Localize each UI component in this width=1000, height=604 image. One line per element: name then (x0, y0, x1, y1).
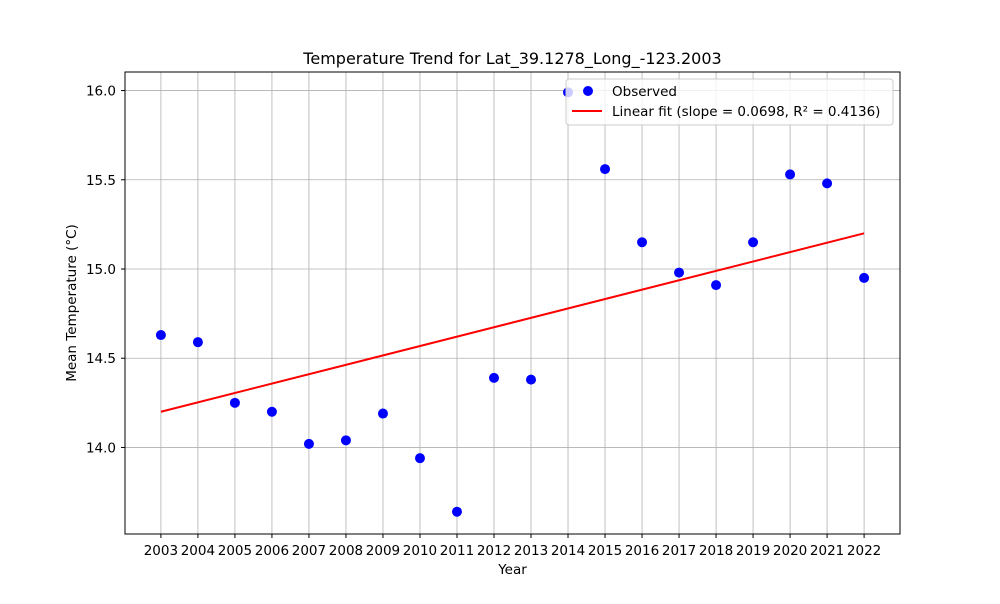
x-tick-label: 2004 (181, 543, 215, 559)
scatter-points (155, 87, 870, 517)
legend-marker-observed (583, 86, 593, 96)
x-tick-label: 2021 (810, 543, 844, 559)
chart-title: Temperature Trend for Lat_39.1278_Long_-… (302, 49, 721, 69)
data-point (637, 237, 648, 248)
plot-frame (124, 71, 901, 535)
y-tick-label: 15.5 (86, 173, 116, 189)
data-point (748, 237, 759, 248)
data-point (711, 280, 722, 291)
fit-line-layer (160, 232, 865, 413)
data-point (155, 330, 166, 341)
data-point (266, 406, 277, 417)
x-tick-label: 2009 (366, 543, 400, 559)
x-tick-label: 2017 (662, 543, 696, 559)
data-point (488, 372, 499, 383)
data-point (451, 506, 462, 517)
x-tick-label: 2013 (514, 543, 548, 559)
x-tick-label: 2020 (773, 543, 807, 559)
x-tick-label: 2022 (847, 543, 881, 559)
x-tick-label: 2007 (292, 543, 326, 559)
x-tick-label: 2016 (625, 543, 659, 559)
y-tick-label: 14.0 (86, 440, 116, 456)
data-point (340, 435, 351, 446)
legend-box (565, 78, 894, 126)
x-tick-label: 2019 (736, 543, 770, 559)
x-tick-label: 2005 (218, 543, 252, 559)
data-point (303, 438, 314, 449)
x-tick-label: 2003 (144, 543, 178, 559)
legend-label-fit: Linear fit (slope = 0.0698, R² = 0.4136) (612, 104, 880, 120)
y-axis-label: Mean Temperature (°C) (64, 224, 80, 382)
data-point (600, 164, 611, 175)
linear-fit-line (160, 232, 865, 413)
legend-label-observed: Observed (612, 84, 677, 100)
x-axis-label: Year (497, 562, 527, 578)
x-tick-label: 2018 (699, 543, 733, 559)
legend: Observed Linear fit (slope = 0.0698, R² … (565, 78, 894, 126)
data-point (822, 178, 833, 189)
data-point (785, 169, 796, 180)
x-tick-label: 2006 (255, 543, 289, 559)
grid (125, 72, 900, 534)
y-tick-label: 14.5 (86, 351, 116, 367)
y-tick-label: 16.0 (86, 84, 116, 100)
x-tick-label: 2008 (329, 543, 363, 559)
data-point (192, 337, 203, 348)
x-axis-ticks: 2003 2004 2005 2006 2007 2008 2009 2010 2011 2012… (144, 534, 881, 559)
x-tick-label: 2015 (588, 543, 622, 559)
data-point (674, 267, 685, 278)
data-point (526, 374, 537, 385)
data-point (859, 272, 870, 283)
x-tick-label: 2014 (551, 543, 585, 559)
data-point (414, 453, 425, 464)
data-point (229, 397, 240, 408)
x-tick-label: 2010 (403, 543, 437, 559)
data-point (377, 408, 388, 419)
y-tick-label: 15.0 (86, 262, 116, 278)
x-tick-label: 2011 (440, 543, 474, 559)
y-axis-ticks: 14.0 14.5 15.0 15.5 16.0 (86, 84, 125, 456)
x-tick-label: 2012 (477, 543, 511, 559)
